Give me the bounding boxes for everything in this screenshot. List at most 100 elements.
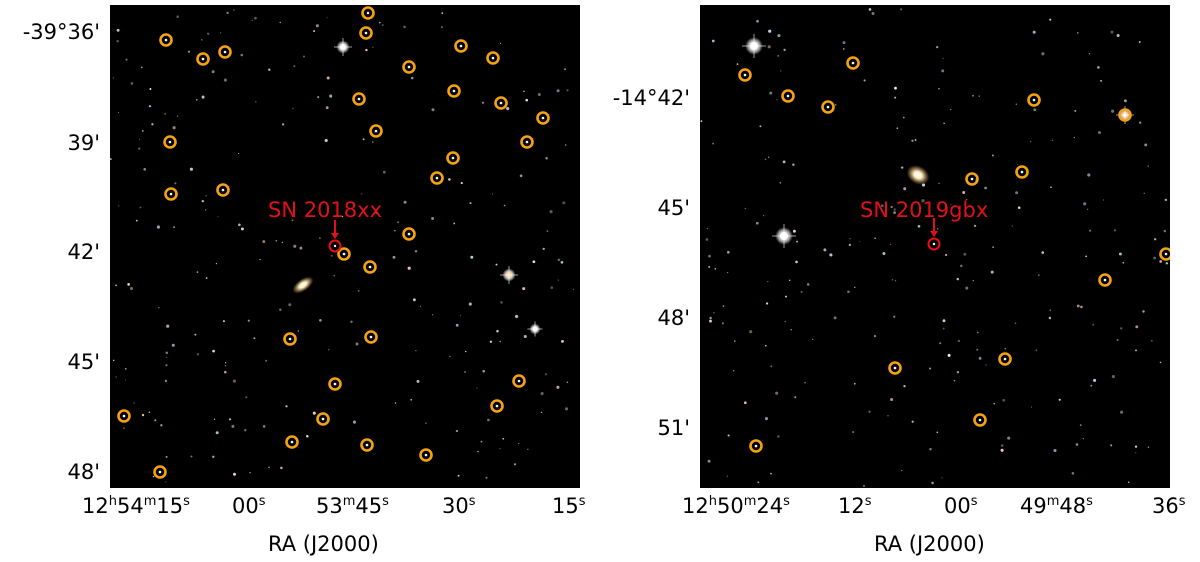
background-star bbox=[783, 48, 786, 52]
background-star bbox=[545, 156, 548, 160]
reference-star bbox=[424, 453, 428, 457]
background-star bbox=[217, 216, 219, 218]
supernova bbox=[333, 244, 337, 248]
background-star bbox=[281, 241, 284, 244]
background-star bbox=[253, 16, 257, 20]
ra-tick-left-0: 12h54m15s bbox=[82, 494, 190, 518]
background-star bbox=[1163, 229, 1167, 233]
background-star bbox=[1085, 255, 1087, 258]
background-star bbox=[195, 98, 198, 101]
background-star bbox=[164, 113, 167, 115]
background-star bbox=[901, 469, 903, 472]
background-star bbox=[297, 330, 300, 332]
background-star bbox=[1000, 448, 1004, 452]
background-star bbox=[556, 89, 560, 93]
background-star bbox=[350, 320, 353, 324]
background-star bbox=[317, 96, 320, 99]
background-star bbox=[333, 274, 336, 277]
reference-star-circle bbox=[781, 89, 795, 103]
background-star bbox=[449, 355, 451, 357]
background-star bbox=[873, 335, 877, 338]
background-star bbox=[460, 182, 463, 185]
background-star bbox=[1143, 192, 1145, 194]
reference-star-circle bbox=[821, 100, 835, 114]
background-star bbox=[485, 476, 488, 479]
reference-star-circle bbox=[163, 135, 177, 149]
background-star bbox=[166, 356, 168, 359]
background-star bbox=[565, 144, 567, 146]
background-star bbox=[293, 244, 297, 248]
background-star bbox=[525, 98, 528, 102]
background-star bbox=[852, 431, 855, 434]
background-star bbox=[211, 70, 215, 74]
background-star bbox=[942, 57, 944, 59]
reference-star bbox=[451, 156, 455, 160]
reference-star bbox=[1103, 278, 1107, 282]
ra-tick-left-3: 30s bbox=[442, 494, 476, 518]
background-star bbox=[355, 342, 359, 346]
dec-tick-left-0: -39°36' bbox=[22, 20, 100, 44]
background-star bbox=[756, 19, 759, 23]
background-star bbox=[268, 68, 271, 71]
background-star bbox=[463, 370, 467, 373]
background-star bbox=[759, 125, 762, 128]
background-star bbox=[140, 66, 143, 69]
background-star bbox=[532, 260, 536, 264]
background-star bbox=[1037, 274, 1040, 276]
background-star bbox=[397, 221, 400, 224]
background-star bbox=[956, 277, 960, 281]
background-star bbox=[1000, 444, 1004, 447]
background-star bbox=[453, 222, 456, 225]
background-star bbox=[1016, 163, 1019, 166]
background-star bbox=[1120, 410, 1124, 414]
background-star bbox=[220, 32, 222, 34]
reference-star bbox=[365, 443, 369, 447]
background-star bbox=[726, 250, 730, 254]
reference-star-circle bbox=[216, 183, 230, 197]
background-star bbox=[112, 359, 115, 362]
background-star bbox=[139, 206, 142, 209]
background-star bbox=[1135, 325, 1139, 329]
reference-star-circle bbox=[738, 68, 752, 82]
background-star bbox=[165, 351, 169, 355]
background-star bbox=[500, 301, 503, 304]
reference-star-circle bbox=[1159, 247, 1170, 261]
reference-star-circle bbox=[965, 172, 979, 186]
background-star bbox=[189, 167, 193, 171]
background-star bbox=[1087, 173, 1091, 177]
reference-star-circle bbox=[973, 413, 987, 427]
sky-image-left bbox=[110, 5, 580, 488]
background-star bbox=[887, 415, 889, 417]
background-star bbox=[1159, 361, 1162, 364]
background-star bbox=[441, 26, 443, 28]
background-star bbox=[792, 229, 796, 233]
background-star bbox=[858, 240, 860, 242]
reference-star-circle bbox=[196, 52, 210, 66]
background-star bbox=[148, 411, 151, 413]
background-star bbox=[721, 322, 724, 325]
background-star bbox=[165, 364, 168, 367]
reference-star-circle bbox=[998, 352, 1012, 366]
reference-star bbox=[541, 116, 545, 120]
background-star bbox=[800, 290, 803, 293]
background-star bbox=[1144, 143, 1148, 147]
reference-star bbox=[893, 366, 897, 370]
background-star bbox=[312, 411, 316, 415]
background-star bbox=[950, 203, 952, 206]
background-star bbox=[141, 129, 144, 132]
background-star bbox=[491, 193, 494, 195]
background-star bbox=[709, 319, 712, 323]
background-star bbox=[381, 24, 384, 27]
background-star bbox=[224, 370, 227, 374]
reference-star bbox=[407, 65, 411, 69]
background-star bbox=[941, 69, 945, 73]
reference-star-circle bbox=[486, 51, 500, 65]
dec-tick-left-3: 45' bbox=[67, 350, 101, 374]
background-star bbox=[247, 319, 250, 322]
background-star bbox=[769, 91, 773, 95]
reference-star bbox=[1032, 98, 1036, 102]
reference-star bbox=[970, 177, 974, 181]
background-star bbox=[1116, 338, 1119, 342]
background-star bbox=[790, 328, 793, 331]
background-star bbox=[743, 401, 747, 405]
